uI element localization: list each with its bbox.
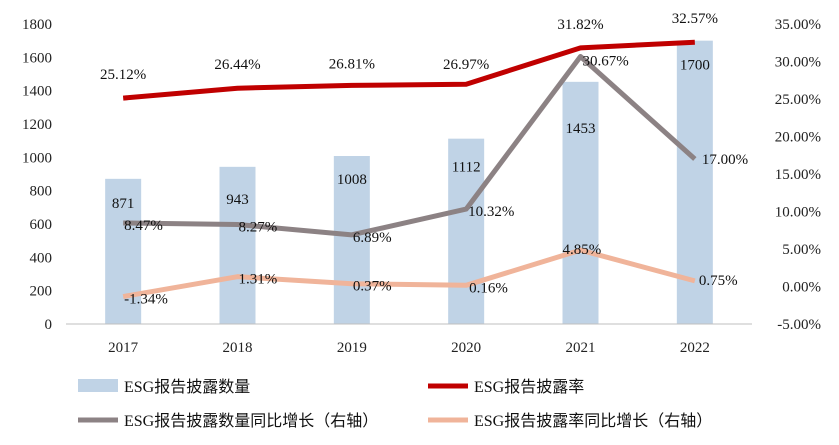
lines-layer bbox=[122, 39, 697, 300]
line-label-s3-2018: 1.31% bbox=[239, 272, 278, 288]
bar-label-2019: 1008 bbox=[337, 172, 367, 188]
x-tick-label-2019: 2019 bbox=[337, 340, 367, 356]
line-label-s2-2019: 6.89% bbox=[353, 230, 392, 246]
y-right-tick-label-5.00%: 5.00% bbox=[782, 242, 821, 258]
y-left-tick-label-1200: 1200 bbox=[22, 117, 52, 133]
line-series-2 bbox=[123, 53, 697, 238]
bar-label-2021: 1453 bbox=[566, 121, 596, 137]
y-right-tick-label-20.00%: 20.00% bbox=[775, 130, 821, 146]
y-left-tick-label-800: 800 bbox=[30, 184, 53, 200]
y-right-tick-label--5.00%: -5.00% bbox=[777, 317, 821, 333]
y-left-tick-label-400: 400 bbox=[30, 250, 53, 266]
bar-label-2022: 1700 bbox=[680, 58, 710, 74]
line-label-s2-2022: 17.00% bbox=[702, 152, 748, 168]
x-tick-label-2018: 2018 bbox=[223, 340, 253, 356]
line-label-s3-2022: 0.75% bbox=[699, 273, 738, 289]
line-label-s3-2019: 0.37% bbox=[353, 279, 392, 295]
bar-label-2017: 871 bbox=[112, 196, 135, 212]
bar-2018 bbox=[219, 166, 256, 324]
bar-2017 bbox=[105, 178, 142, 324]
y-right-tick-label-10.00%: 10.00% bbox=[775, 205, 821, 221]
line-label-s1-2020: 26.97% bbox=[443, 57, 489, 73]
x-tick-label-2020: 2020 bbox=[451, 340, 481, 356]
line-series-3 bbox=[122, 247, 696, 300]
legend-label-3: ESG报告披露率同比增长（右轴） bbox=[474, 412, 712, 430]
line-label-s3-2021: 4.85% bbox=[563, 242, 602, 258]
y-left-tick-label-600: 600 bbox=[30, 217, 53, 233]
bar-label-2020: 1112 bbox=[452, 160, 481, 176]
line-series-1 bbox=[122, 39, 695, 101]
y-right-tick-label-15.00%: 15.00% bbox=[775, 167, 821, 183]
line-label-s2-2021: 30.67% bbox=[583, 53, 629, 69]
line-label-s1-2021: 31.82% bbox=[557, 17, 603, 33]
legend-swatch-bar bbox=[78, 379, 118, 392]
legend-label-1: ESG报告披露率 bbox=[474, 378, 584, 396]
line-label-s3-2020: 0.16% bbox=[469, 280, 508, 296]
line-label-s2-2017: 8.47% bbox=[124, 218, 163, 234]
y-left-tick-label-1600: 1600 bbox=[22, 50, 52, 66]
y-right-tick-label-25.00%: 25.00% bbox=[775, 92, 821, 108]
bars-layer bbox=[105, 40, 713, 325]
legend-label-0: ESG报告披露数量 bbox=[124, 378, 250, 396]
bar-2020 bbox=[448, 138, 485, 324]
legend: ESG报告披露数量 ESG报告披露率 ESG报告披露数量同比增长（右轴） ESG报告披… bbox=[78, 378, 712, 430]
y-left-tick-label-1400: 1400 bbox=[22, 84, 52, 100]
x-tick-label-2021: 2021 bbox=[566, 340, 596, 356]
y-right-tick-label-0.00%: 0.00% bbox=[782, 280, 821, 296]
y-right-tick-label-30.00%: 30.00% bbox=[775, 55, 821, 71]
y-left-tick-label-0: 0 bbox=[45, 317, 53, 333]
y-left-tick-label-200: 200 bbox=[30, 284, 53, 300]
data-labels-layer: 871 943 1008 1112 1453 1700 25.12% 26.44% 26.81%… bbox=[100, 11, 748, 307]
line-label-s2-2020: 10.32% bbox=[468, 204, 514, 220]
y-right-tick-label-35.00%: 35.00% bbox=[775, 17, 821, 33]
line-label-s3-2017: -1.34% bbox=[124, 292, 168, 308]
line-label-s2-2018: 8.27% bbox=[239, 219, 278, 235]
y-left-tick-label-1000: 1000 bbox=[22, 150, 52, 166]
bar-2021 bbox=[562, 81, 599, 324]
line-label-s1-2019: 26.81% bbox=[329, 56, 375, 72]
line-label-s1-2017: 25.12% bbox=[100, 67, 146, 83]
x-tick-label-2017: 2017 bbox=[108, 340, 139, 356]
bar-label-2018: 943 bbox=[226, 192, 249, 208]
y-left-tick-label-1800: 1800 bbox=[22, 17, 52, 33]
x-tick-label-2022: 2022 bbox=[680, 340, 710, 356]
bar-2019 bbox=[333, 156, 370, 324]
line-label-s1-2022: 32.57% bbox=[672, 11, 718, 27]
legend-label-2: ESG报告披露数量同比增长（右轴） bbox=[124, 412, 378, 430]
axes-layer: 2017 2018 2019 2020 2021 2022 0 200 400 600 800 100… bbox=[22, 17, 821, 356]
line-label-s1-2018: 26.44% bbox=[214, 57, 260, 73]
